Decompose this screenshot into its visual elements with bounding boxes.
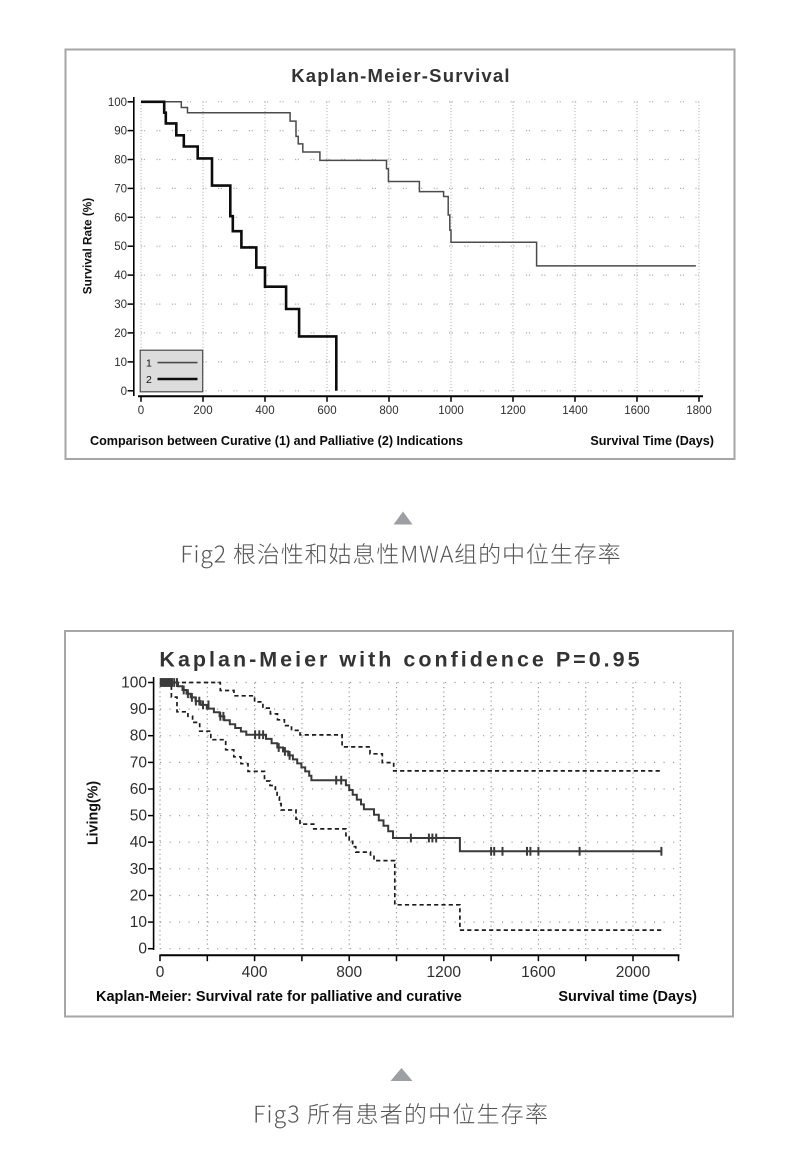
svg-text:1800: 1800: [686, 405, 712, 417]
svg-text:50: 50: [130, 808, 148, 825]
svg-text:90: 90: [130, 701, 148, 718]
svg-text:Kaplan-Meier-Survival: Kaplan-Meier-Survival: [291, 65, 511, 86]
svg-text:90: 90: [114, 126, 127, 138]
svg-text:400: 400: [242, 964, 268, 981]
svg-text:0: 0: [121, 386, 127, 398]
svg-text:600: 600: [317, 405, 336, 417]
svg-text:800: 800: [379, 405, 398, 417]
svg-text:20: 20: [114, 328, 127, 340]
svg-text:1200: 1200: [500, 405, 526, 417]
svg-text:2: 2: [146, 374, 152, 386]
svg-text:2000: 2000: [616, 964, 651, 981]
svg-text:80: 80: [130, 728, 148, 745]
svg-text:100: 100: [121, 675, 147, 692]
svg-text:1400: 1400: [562, 405, 588, 417]
svg-text:400: 400: [255, 405, 274, 417]
svg-text:70: 70: [130, 754, 148, 771]
svg-text:Survival Rate (%): Survival Rate (%): [81, 198, 95, 294]
svg-text:Living(%): Living(%): [86, 781, 102, 846]
svg-text:1000: 1000: [438, 405, 464, 417]
svg-text:40: 40: [114, 270, 127, 282]
svg-text:30: 30: [130, 861, 148, 878]
svg-text:0: 0: [156, 964, 165, 981]
svg-text:1600: 1600: [624, 405, 650, 417]
svg-text:60: 60: [114, 212, 127, 224]
svg-text:40: 40: [130, 834, 148, 851]
svg-text:10: 10: [130, 914, 148, 931]
svg-text:80: 80: [114, 155, 127, 167]
svg-text:800: 800: [336, 964, 362, 981]
svg-text:1: 1: [146, 358, 152, 370]
svg-text:1600: 1600: [521, 964, 556, 981]
svg-text:Kaplan-Meier: Survival rate fo: Kaplan-Meier: Survival rate for palliati…: [96, 989, 462, 1005]
svg-text:60: 60: [130, 781, 148, 798]
svg-text:0: 0: [138, 405, 144, 417]
svg-text:Survival Time (Days): Survival Time (Days): [590, 434, 714, 448]
svg-text:30: 30: [114, 299, 127, 311]
svg-text:Survival time (Days): Survival time (Days): [558, 989, 697, 1005]
svg-text:20: 20: [130, 888, 148, 905]
svg-text:100: 100: [108, 97, 127, 109]
svg-text:70: 70: [114, 183, 127, 195]
svg-text:50: 50: [114, 241, 127, 253]
svg-text:1200: 1200: [427, 964, 462, 981]
svg-text:Comparison between Curative (1: Comparison between Curative (1) and Pall…: [90, 434, 463, 448]
svg-text:10: 10: [114, 357, 127, 369]
svg-text:0: 0: [138, 941, 147, 958]
svg-text:200: 200: [193, 405, 212, 417]
svg-text:Kaplan-Meier with confidence P: Kaplan-Meier with confidence P=0.95: [159, 648, 642, 672]
